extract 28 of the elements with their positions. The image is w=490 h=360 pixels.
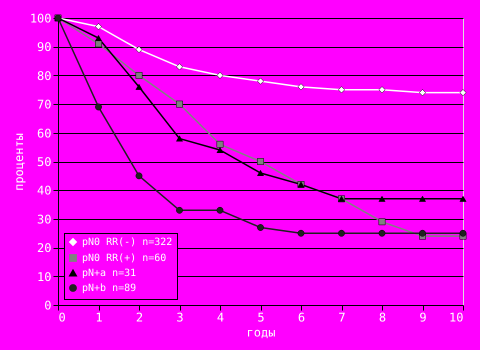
x-tick-label: 4	[216, 310, 224, 324]
y-tick-label: 100	[30, 12, 52, 26]
y-tick-label: 0	[44, 298, 52, 312]
x-tick-label: 7	[338, 310, 346, 324]
legend-label: pN0 RR(-) n=322	[82, 237, 172, 248]
y-tick-label: 60	[37, 126, 52, 140]
legend-label: pN+a n=31	[82, 268, 136, 279]
y-tick-label: 90	[37, 40, 52, 54]
x-tick-label: 8	[378, 310, 386, 324]
y-tick-label: 10	[37, 270, 52, 284]
x-tick-label: 2	[136, 310, 144, 324]
x-tick-label: 1	[95, 310, 103, 324]
legend-label: pN0 RR(+) n=60	[82, 253, 166, 264]
y-tick-label: 40	[37, 184, 52, 198]
x-tick-label: 6	[298, 310, 306, 324]
x-tick-label: 9	[419, 310, 427, 324]
y-axis-title: проценты	[12, 133, 26, 191]
x-tick-label: 10	[449, 310, 464, 324]
x-tick-label: 5	[257, 310, 265, 324]
y-tick-label: 30	[37, 212, 52, 226]
x-tick-label: 0	[58, 310, 66, 324]
y-tick-label: 70	[37, 98, 52, 112]
legend-label: pN+b n=89	[82, 283, 136, 294]
x-axis-title: годы	[246, 326, 276, 340]
y-tick-label: 20	[37, 241, 52, 256]
x-tick-label: 3	[176, 310, 184, 324]
y-tick-label: 80	[37, 68, 52, 83]
y-tick-label: 50	[37, 155, 52, 169]
